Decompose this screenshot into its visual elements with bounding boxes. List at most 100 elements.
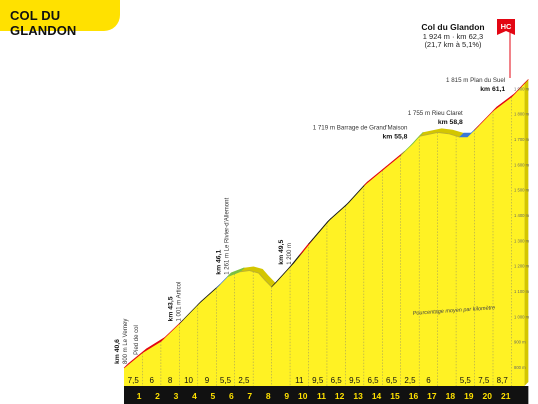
km-label: 21 — [501, 391, 511, 401]
km-label: 13 — [353, 391, 363, 401]
summit-name: Col du Glandon — [421, 22, 484, 32]
km-label: 18 — [446, 391, 456, 401]
km-label: 7 — [247, 391, 252, 401]
annotation-name: 1 815 m Plan du Suel — [446, 77, 505, 84]
annotation: 1 200 mkm 49,5 — [278, 240, 293, 265]
km-gridlines — [142, 96, 512, 386]
y-tick-label: 1 800 m — [514, 112, 530, 117]
annotation-km: km 46,1 — [215, 250, 222, 275]
annotation-name: 1 755 m Rieu Claret — [408, 110, 463, 117]
km-label: 15 — [390, 391, 400, 401]
y-tick-label: 1 400 m — [514, 213, 530, 218]
km-label: 2 — [155, 391, 160, 401]
category-badge: HC — [501, 22, 512, 31]
km-label: 20 — [483, 391, 493, 401]
gradient-label: 9,5 — [312, 376, 324, 385]
annotation-name: 1 261 m Le Rivier-d'Allemont — [224, 198, 230, 275]
crest-segment — [263, 278, 272, 288]
annotation-km: km 49,5 — [278, 240, 285, 265]
annotation-km: km 58,8 — [438, 119, 463, 126]
km-label: 14 — [372, 391, 382, 401]
crest-segment-green — [227, 267, 245, 278]
gradient-label: 10 — [184, 376, 193, 385]
crest-segment — [437, 131, 449, 135]
chart-title: COL DU GLANDON — [10, 8, 77, 38]
gradient-label: 9 — [205, 376, 210, 385]
y-tick-label: 800 m — [514, 365, 526, 370]
y-tick-label: 1 500 m — [514, 188, 530, 193]
y-tick-label: 1 300 m — [514, 238, 530, 243]
crest-segment — [448, 133, 460, 138]
km-label: 5 — [211, 391, 216, 401]
annotation-km: km 40,6 — [114, 339, 121, 364]
annotation-name: Pied de col — [134, 325, 140, 355]
gradient-label: 6,5 — [331, 376, 343, 385]
gradient-label: 7,5 — [128, 376, 140, 385]
annotation-name: 1 719 m Barrage de Grand'Maison — [313, 125, 408, 132]
gradient-label: 2,5 — [404, 376, 416, 385]
km-label: 12 — [335, 391, 345, 401]
annotation-km: km 55,8 — [382, 134, 407, 141]
gradient-labels: 7,5 6 8 10 9 5,5 2,5 11 9,5 6,5 9,5 6,5 6,5 2,5 6 5,5 7,… — [128, 376, 509, 385]
gradient-label: 8,7 — [497, 376, 509, 385]
annotation-km: km 61,1 — [480, 86, 505, 93]
km-label: 3 — [174, 391, 179, 401]
annotation: Pied de col — [134, 325, 140, 355]
gradient-label: 6,5 — [368, 376, 380, 385]
km-label: 11 — [317, 391, 326, 401]
y-tick-label: 1 700 m — [514, 137, 530, 142]
crest-segment — [258, 272, 265, 280]
gradient-label: 7,5 — [478, 376, 490, 385]
km-label: 6 — [229, 391, 234, 401]
km-label: 19 — [464, 391, 474, 401]
km-label: 1 — [137, 391, 142, 401]
annotation: 1 815 m Plan du Suel km 61,1 — [446, 77, 505, 93]
y-tick-label: 900 m — [514, 340, 526, 345]
gradient-label: 9,5 — [349, 376, 361, 385]
annotation-name: 1 200 m — [287, 243, 293, 265]
km-label: 17 — [427, 391, 437, 401]
y-tick-label: 1 900 m — [514, 86, 530, 91]
gradient-label: 6 — [426, 376, 431, 385]
km-baseband — [124, 386, 529, 404]
annotation-km: km 43,5 — [168, 296, 175, 321]
annotation-name: 800 m Le Verney — [123, 319, 129, 364]
y-axis: 800 m 900 m 1 000 m 1 100 m 1 200 m 1 300 m 1 … — [514, 86, 530, 370]
annotation: 1 755 m Rieu Claret km 58,8 — [408, 110, 463, 126]
km-label: 16 — [409, 391, 419, 401]
crest-segment — [419, 131, 438, 137]
gradient-legend-note: Pourcentage moyen par kilomètre — [413, 305, 496, 317]
km-labels: 1 2 3 4 5 6 7 8 9 10 11 12 13 14 15 16 17 18 19 20 21 — [137, 391, 511, 401]
km-label: 9 — [284, 391, 289, 401]
gradient-label: 5,5 — [460, 376, 472, 385]
gradient-label: 8 — [168, 376, 173, 385]
profile-crest-segments — [123, 79, 529, 369]
profile-face — [124, 83, 525, 386]
crest-segment-red — [511, 79, 529, 98]
crest-segment — [240, 269, 250, 273]
y-tick-label: 1 600 m — [514, 162, 530, 167]
summit-stats: (21,7 km à 5,1%) — [424, 40, 482, 49]
gradient-label: 5,5 — [220, 376, 232, 385]
gradient-label: 6,5 — [386, 376, 398, 385]
gradient-label: 11 — [295, 376, 304, 385]
annotation: 1 719 m Barrage de Grand'Maison km 55,8 — [313, 125, 408, 141]
category-flag: HC — [497, 19, 515, 78]
y-tick-label: 1 200 m — [514, 264, 530, 269]
annotation-name: 1 001 m Articol — [177, 282, 183, 322]
y-tick-label: 1 000 m — [514, 314, 530, 319]
summit-elevation: 1 924 m · km 62,3 — [423, 32, 483, 41]
gradient-label: 6 — [149, 376, 154, 385]
km-label: 8 — [266, 391, 271, 401]
title-tab: COL DU GLANDON — [0, 0, 120, 38]
km-label: 4 — [192, 391, 197, 401]
y-tick-label: 1 100 m — [514, 289, 530, 294]
summit-label: Col du Glandon 1 924 m · km 62,3 (21,7 k… — [421, 19, 515, 78]
crest-segment — [249, 269, 259, 274]
km-label: 10 — [298, 391, 308, 401]
